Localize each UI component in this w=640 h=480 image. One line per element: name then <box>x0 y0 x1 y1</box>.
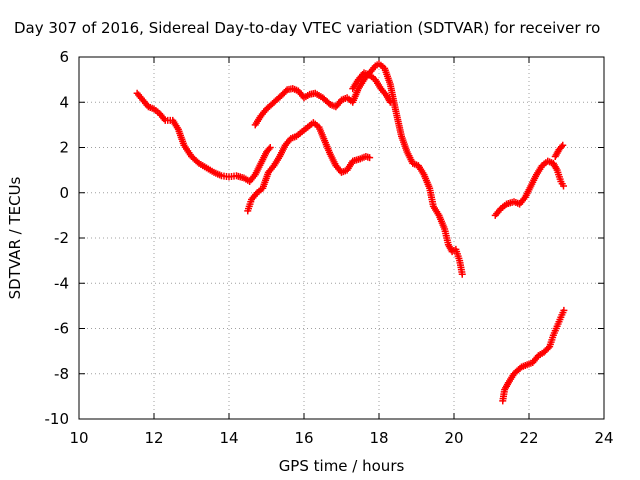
data-point <box>544 344 552 352</box>
data-point <box>458 270 466 278</box>
y-tick-label: -6 <box>54 320 69 338</box>
chart-title: Day 307 of 2016, Sidereal Day-to-day VTE… <box>14 19 600 37</box>
y-tick-label: 6 <box>59 48 69 66</box>
x-tick-label: 18 <box>369 429 388 447</box>
series-2 <box>251 60 466 278</box>
data-point <box>560 306 568 314</box>
data-point <box>266 144 274 151</box>
x-axis-label: GPS time / hours <box>279 457 405 475</box>
data-marks <box>133 60 568 405</box>
y-tick-label: 0 <box>59 184 69 202</box>
grid-layer <box>79 57 604 419</box>
x-tick-label: 12 <box>144 429 163 447</box>
x-tick-label: 22 <box>519 429 538 447</box>
y-tick-label: 4 <box>59 93 69 111</box>
data-point <box>558 143 565 151</box>
x-tick-label: 10 <box>69 429 88 447</box>
x-tick-label: 14 <box>219 429 238 447</box>
x-tick-label: 24 <box>594 429 613 447</box>
y-tick-label: 2 <box>59 139 69 157</box>
x-tick-label: 16 <box>294 429 313 447</box>
series-5 <box>491 157 567 219</box>
series-6 <box>551 141 567 161</box>
series-7 <box>499 306 568 405</box>
x-tick-label: 20 <box>444 429 463 447</box>
data-point <box>366 154 374 162</box>
data-point <box>560 182 567 190</box>
data-point <box>559 141 567 149</box>
y-tick-label: -4 <box>54 274 69 292</box>
y-tick-label: -10 <box>45 410 70 428</box>
y-tick-label: -8 <box>54 365 69 383</box>
y-tick-label: -2 <box>54 229 69 247</box>
data-point <box>386 98 394 106</box>
series-3 <box>244 119 374 215</box>
data-point <box>265 145 273 153</box>
series-4 <box>349 69 394 106</box>
plot-frame <box>78 56 605 420</box>
series-1 <box>133 89 274 185</box>
y-axis-label: SDTVAR / TECUs <box>6 176 24 299</box>
